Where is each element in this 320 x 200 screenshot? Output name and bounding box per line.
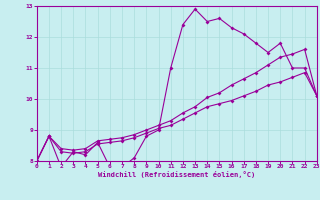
X-axis label: Windchill (Refroidissement éolien,°C): Windchill (Refroidissement éolien,°C) bbox=[98, 171, 255, 178]
